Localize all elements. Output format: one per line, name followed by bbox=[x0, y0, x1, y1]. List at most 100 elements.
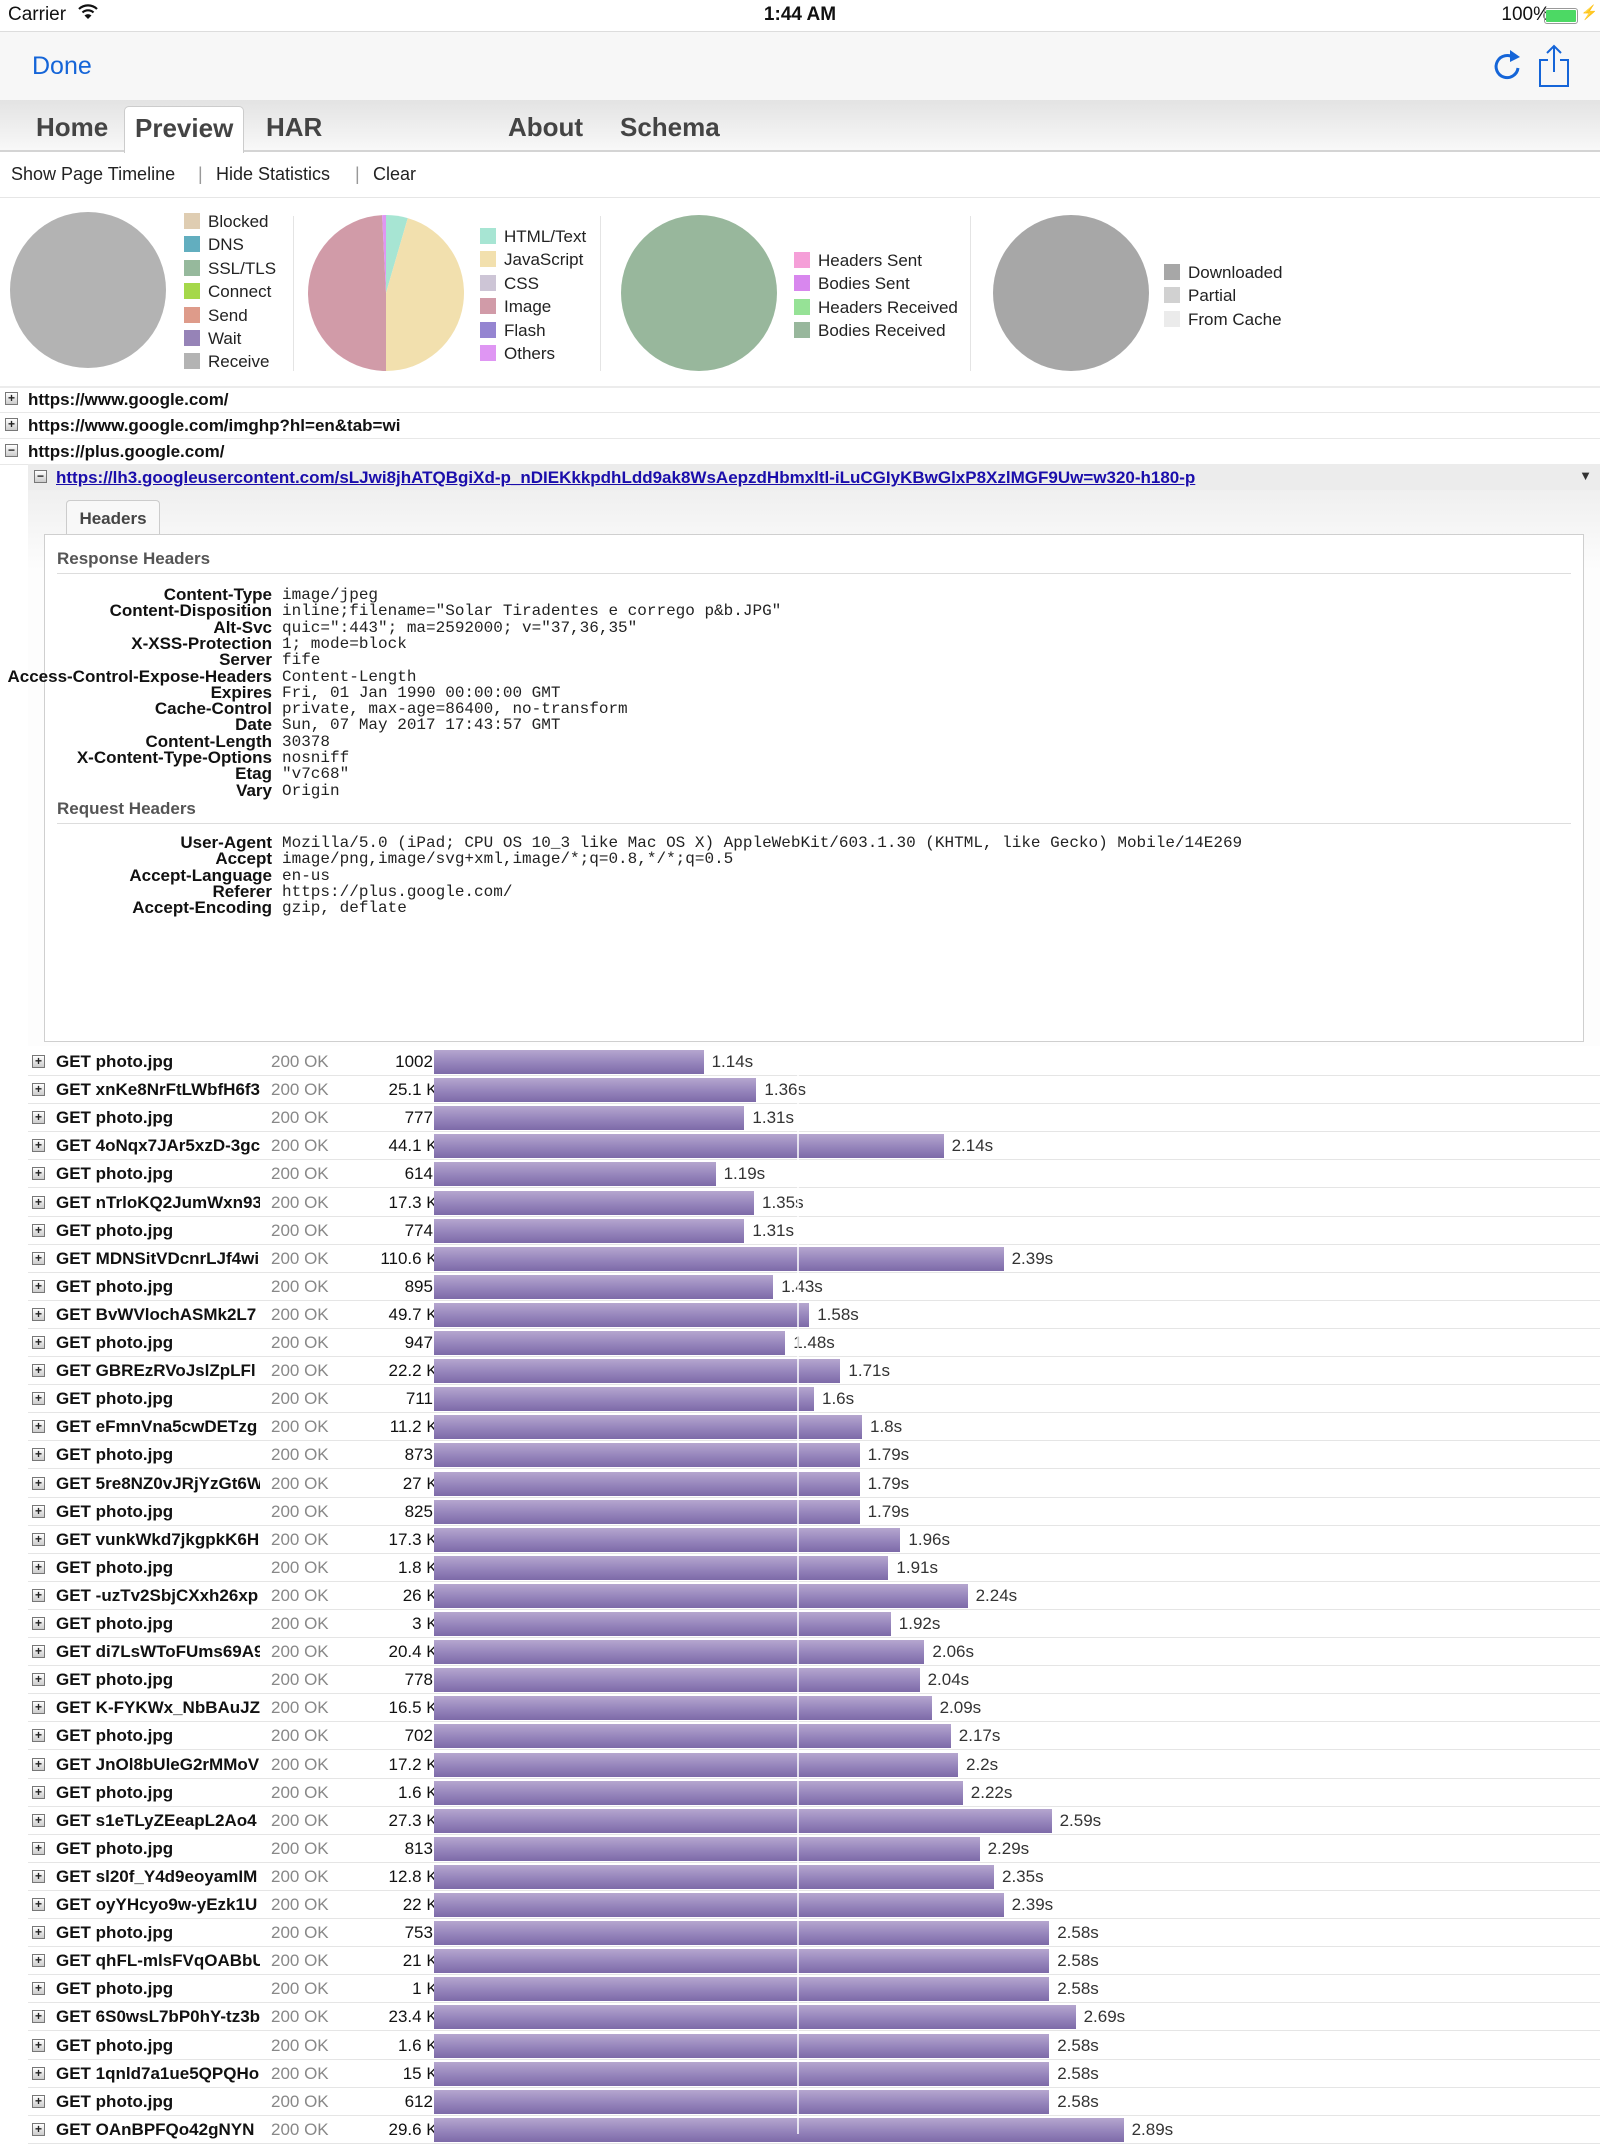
clear-link[interactable]: Clear bbox=[373, 164, 417, 184]
request-row[interactable]: + GET qhFL-mlsFVqOABbU 200 OK 21 KB 2.58s bbox=[28, 1947, 1600, 1976]
expand-icon[interactable]: + bbox=[32, 2066, 45, 2080]
dropdown-caret-icon[interactable]: ▼ bbox=[1579, 468, 1592, 483]
request-row[interactable]: + GET s1eTLyZEeapL2Ao4 200 OK 27.3 KB 2.59s bbox=[28, 1807, 1600, 1835]
request-row[interactable]: + GET photo.jpg 200 OK 1002 B 1.14s bbox=[28, 1048, 1600, 1076]
expand-icon[interactable]: + bbox=[32, 1560, 45, 1574]
request-row[interactable]: + GET photo.jpg 200 OK 895 B 1.43s bbox=[28, 1273, 1600, 1301]
expand-icon[interactable]: + bbox=[32, 1898, 45, 1911]
expand-icon[interactable]: + bbox=[32, 1476, 45, 1490]
expand-icon[interactable]: + bbox=[32, 1364, 45, 1378]
request-row[interactable]: + GET photo.jpg 200 OK 825 B 1.79s bbox=[28, 1498, 1600, 1526]
expand-icon[interactable]: + bbox=[32, 2094, 45, 2108]
expand-icon[interactable]: + bbox=[32, 1729, 45, 1743]
request-row[interactable]: + GET JnOl8bUleG2rMMoV 200 OK 17.2 KB 2.2s bbox=[28, 1751, 1600, 1779]
tab-home[interactable]: Home bbox=[36, 112, 109, 142]
collapse-icon[interactable]: − bbox=[5, 444, 18, 457]
expand-icon[interactable]: + bbox=[32, 1111, 45, 1125]
request-row[interactable]: + GET vunkWkd7jkgpkK6H 200 OK 17.3 KB 1.96s bbox=[28, 1526, 1600, 1554]
expand-icon[interactable]: + bbox=[32, 1448, 45, 1462]
expand-icon[interactable]: + bbox=[32, 1392, 45, 1406]
expand-icon[interactable]: + bbox=[32, 1336, 45, 1349]
tab-schema[interactable]: Schema bbox=[620, 112, 720, 142]
request-row[interactable]: + GET GBREzRVoJslZpLFl 200 OK 22.2 KB 1.71s bbox=[28, 1357, 1600, 1386]
expand-icon[interactable]: + bbox=[32, 1701, 45, 1715]
expand-icon[interactable]: + bbox=[32, 1617, 45, 1630]
tab-preview[interactable]: Preview bbox=[124, 106, 245, 153]
expand-icon[interactable]: + bbox=[32, 1083, 45, 1097]
request-row[interactable]: + GET photo.jpg 200 OK 1 KB 2.58s bbox=[28, 1975, 1600, 2004]
tab-har[interactable]: HAR bbox=[266, 112, 323, 142]
expand-icon[interactable]: + bbox=[32, 1926, 45, 1940]
expand-icon[interactable]: + bbox=[32, 1588, 45, 1602]
expand-icon[interactable]: + bbox=[32, 1251, 45, 1265]
request-row[interactable]: + GET di7LsWToFUms69A9 200 OK 20.4 KB 2.06s bbox=[28, 1638, 1600, 1667]
collapse-icon[interactable]: − bbox=[34, 470, 47, 483]
tab-about[interactable]: About bbox=[508, 112, 584, 142]
expand-icon[interactable]: + bbox=[32, 2010, 45, 2024]
request-row[interactable]: + GET BvWVlochASMk2L7 200 OK 49.7 KB 1.58s bbox=[28, 1301, 1600, 1329]
request-row[interactable]: + GET 5re8NZ0vJRjYzGt6W 200 OK 27 KB 1.79s bbox=[28, 1470, 1600, 1498]
expand-icon[interactable]: + bbox=[32, 1757, 45, 1771]
expand-icon[interactable]: + bbox=[32, 1841, 45, 1855]
request-row[interactable]: + GET photo.jpg 200 OK 813 B 2.29s bbox=[28, 1835, 1600, 1863]
hide-statistics-link[interactable]: Hide Statistics bbox=[216, 164, 331, 184]
request-row[interactable]: + GET photo.jpg 200 OK 1.6 KB 2.58s bbox=[28, 2032, 1600, 2060]
expand-icon[interactable]: + bbox=[5, 418, 18, 431]
page-row[interactable]: + https://www.google.com/ bbox=[0, 386, 1600, 413]
request-row[interactable]: + GET K-FYKWx_NbBAuJZ 200 OK 16.5 KB 2.09s bbox=[28, 1694, 1600, 1723]
request-row[interactable]: + GET photo.jpg 200 OK 702 B 2.17s bbox=[28, 1722, 1600, 1751]
request-row[interactable]: + GET photo.jpg 200 OK 3 KB 1.92s bbox=[28, 1610, 1600, 1638]
expand-icon[interactable]: + bbox=[32, 1982, 45, 1996]
page-row[interactable]: + https://www.google.com/imghp?hl=en&tab… bbox=[0, 412, 1600, 439]
request-row[interactable]: + GET photo.jpg 200 OK 711 B 1.6s bbox=[28, 1385, 1600, 1414]
request-row[interactable]: + GET 4oNqx7JAr5xzD-3gc 200 OK 44.1 KB 2.14s bbox=[28, 1132, 1600, 1161]
request-row[interactable]: + GET photo.jpg 200 OK 753 B 2.58s bbox=[28, 1919, 1600, 1948]
expand-icon[interactable]: + bbox=[32, 1420, 45, 1434]
expanded-entry-row[interactable]: − https://lh3.googleusercontent.com/sLJw… bbox=[28, 464, 1600, 490]
request-row[interactable]: + GET OAnBPFQo42gNYN 200 OK 29.6 KB 2.89s bbox=[28, 2116, 1600, 2144]
expand-icon[interactable]: + bbox=[32, 1307, 45, 1321]
request-row[interactable]: + GET xnKe8NrFtLWbfH6f3 200 OK 25.1 KB 1.36s bbox=[28, 1076, 1600, 1105]
request-row[interactable]: + GET photo.jpg 200 OK 1.8 KB 1.91s bbox=[28, 1554, 1600, 1582]
entry-url-link[interactable]: https://lh3.googleusercontent.com/sLJwi8… bbox=[56, 468, 1196, 487]
expand-icon[interactable]: + bbox=[32, 1645, 45, 1659]
request-row[interactable]: + GET photo.jpg 200 OK 614 B 1.19s bbox=[28, 1160, 1600, 1189]
request-row[interactable]: + GET photo.jpg 200 OK 778 B 2.04s bbox=[28, 1666, 1600, 1695]
expand-icon[interactable]: + bbox=[32, 1195, 45, 1209]
request-row[interactable]: + GET eFmnVna5cwDETzg 200 OK 11.2 KB 1.8s bbox=[28, 1413, 1600, 1442]
expand-icon[interactable]: + bbox=[32, 1223, 45, 1237]
expand-icon[interactable]: + bbox=[32, 1532, 45, 1546]
refresh-icon[interactable] bbox=[1490, 46, 1526, 86]
request-row[interactable]: + GET -uzTv2SbjCXxh26xp 200 OK 26 KB 2.24s bbox=[28, 1582, 1600, 1610]
done-button[interactable]: Done bbox=[32, 52, 92, 80]
tab-headers[interactable]: Headers bbox=[66, 500, 160, 535]
request-row[interactable]: + GET MDNSitVDcnrLJf4wi 200 OK 110.6 KB 2.39… bbox=[28, 1245, 1600, 1273]
expand-icon[interactable]: + bbox=[32, 2122, 45, 2136]
page-row[interactable]: − https://plus.google.com/ bbox=[0, 438, 1600, 465]
expand-icon[interactable]: + bbox=[32, 1139, 45, 1153]
expand-icon[interactable]: + bbox=[32, 1055, 45, 1068]
request-row[interactable]: + GET nTrloKQ2JumWxn93 200 OK 17.3 KB 1.35s bbox=[28, 1189, 1600, 1217]
expand-icon[interactable]: + bbox=[32, 1869, 45, 1883]
expand-icon[interactable]: + bbox=[32, 1167, 45, 1181]
request-row[interactable]: + GET photo.jpg 200 OK 947 B 1.48s bbox=[28, 1329, 1600, 1357]
request-row[interactable]: + GET 6S0wsL7bP0hY-tz3b 200 OK 23.4 KB 2.69s bbox=[28, 2003, 1600, 2032]
request-row[interactable]: + GET photo.jpg 200 OK 777 B 1.31s bbox=[28, 1104, 1600, 1133]
expand-icon[interactable]: + bbox=[32, 2038, 45, 2052]
expand-icon[interactable]: + bbox=[32, 1954, 45, 1968]
request-row[interactable]: + GET photo.jpg 200 OK 1.6 KB 2.22s bbox=[28, 1779, 1600, 1807]
expand-icon[interactable]: + bbox=[5, 392, 18, 405]
expand-icon[interactable]: + bbox=[32, 1813, 45, 1827]
expand-icon[interactable]: + bbox=[32, 1673, 45, 1687]
show-page-timeline-link[interactable]: Show Page Timeline bbox=[11, 164, 176, 184]
request-row[interactable]: + GET photo.jpg 200 OK 612 B 2.58s bbox=[28, 2088, 1600, 2116]
share-icon[interactable] bbox=[1536, 44, 1572, 88]
request-row[interactable]: + GET photo.jpg 200 OK 873 B 1.79s bbox=[28, 1441, 1600, 1470]
expand-icon[interactable]: + bbox=[32, 1504, 45, 1518]
expand-icon[interactable]: + bbox=[32, 1785, 45, 1799]
expand-icon[interactable]: + bbox=[32, 1279, 45, 1293]
request-row[interactable]: + GET photo.jpg 200 OK 774 B 1.31s bbox=[28, 1217, 1600, 1245]
request-row[interactable]: + GET 1qnld7a1ue5QPQHo 200 OK 15 KB 2.58s bbox=[28, 2060, 1600, 2088]
request-row[interactable]: + GET oyYHcyo9w-yEzk1U 200 OK 22 KB 2.39s bbox=[28, 1891, 1600, 1919]
request-row[interactable]: + GET sl20f_Y4d9eoyamIM 200 OK 12.8 KB 2.35s bbox=[28, 1863, 1600, 1891]
